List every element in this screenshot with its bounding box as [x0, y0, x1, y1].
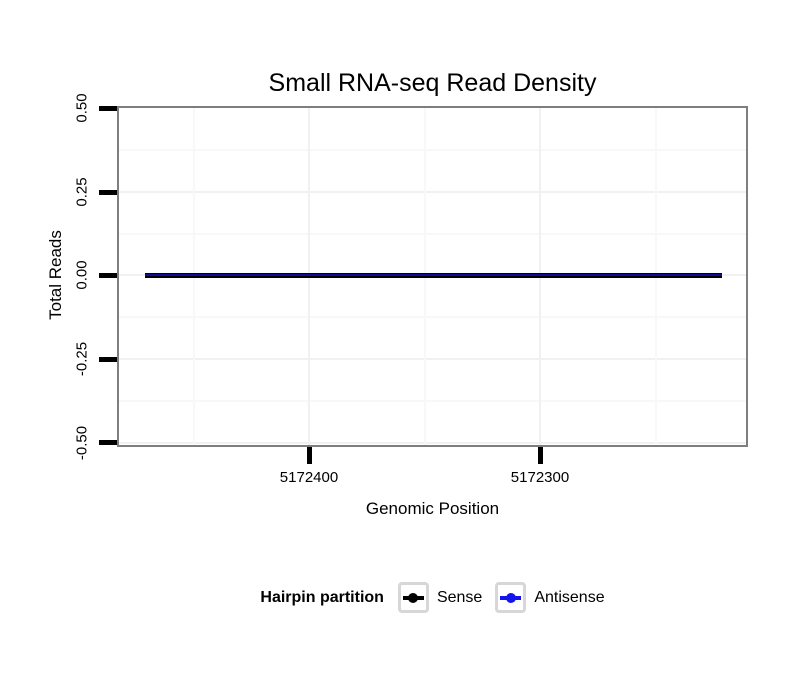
x-tick-mark: [307, 447, 312, 464]
series-line-antisense: [145, 274, 722, 276]
y-tick-mark: [99, 357, 117, 362]
legend-key-sense: [397, 582, 429, 613]
gridline-major-h: [119, 442, 746, 444]
chart-title: Small RNA-seq Read Density: [268, 69, 597, 97]
gridline-major-h: [119, 191, 746, 193]
gridline-minor-h: [119, 316, 746, 318]
gridline-major-h: [119, 358, 746, 360]
sense-point-swatch-icon: [408, 592, 419, 603]
x-tick-label: 5172300: [510, 469, 570, 486]
x-axis-title: Genomic Position: [365, 499, 500, 518]
legend-key-antisense: [495, 582, 527, 613]
gridline-minor-h: [119, 149, 746, 151]
y-tick-label: 0.50: [73, 93, 91, 123]
plot-panel: [117, 106, 748, 447]
x-tick-mark: [538, 447, 543, 464]
gridline-minor-h: [119, 400, 746, 402]
y-tick-mark: [99, 440, 117, 445]
legend-title: Hairpin partition: [260, 588, 384, 606]
legend: Hairpin partition Sense Antisense: [117, 581, 748, 614]
y-tick-label: 0.00: [73, 260, 91, 290]
y-tick-mark: [99, 273, 117, 278]
antisense-point-swatch-icon: [505, 592, 516, 603]
legend-label-sense: Sense: [436, 588, 483, 606]
y-tick-label: -0.50: [73, 425, 91, 461]
y-tick-label: 0.25: [73, 177, 91, 207]
y-tick-mark: [99, 106, 117, 111]
x-tick-label: 5172400: [279, 469, 339, 486]
y-tick-mark: [99, 190, 117, 195]
y-axis-title: Total Reads: [46, 230, 65, 320]
gridline-minor-h: [119, 233, 746, 235]
legend-label-antisense: Antisense: [534, 588, 605, 606]
y-tick-label: -0.25: [73, 341, 91, 377]
